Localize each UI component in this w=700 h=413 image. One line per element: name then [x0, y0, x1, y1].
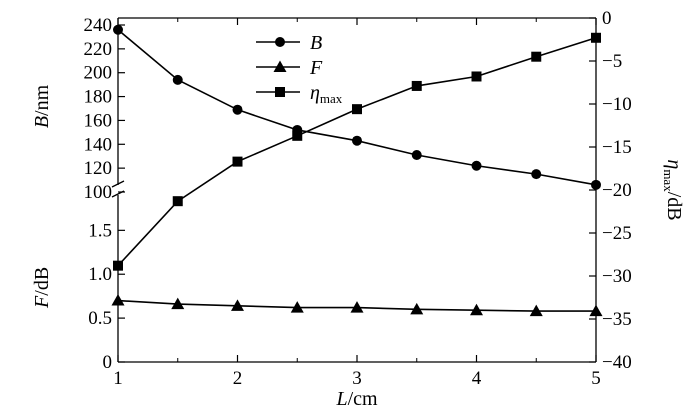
legend-entry-eta: ηmax: [256, 82, 343, 106]
data-point-b: [591, 179, 601, 190]
eta-axis-tick-label: −25: [602, 223, 632, 244]
data-point-eta: [591, 32, 601, 43]
legend-entry-b: B: [256, 32, 322, 54]
x-tick-label: 3: [352, 368, 362, 389]
data-point-eta: [471, 71, 482, 82]
data-point-b: [352, 135, 362, 146]
data-point-eta: [292, 130, 303, 141]
data-point-eta: [172, 196, 183, 207]
data-point-b: [172, 74, 183, 85]
eta-axis-tick-label: −35: [602, 309, 632, 330]
data-point-b: [471, 160, 482, 171]
eta-axis-tick-label: −5: [602, 51, 622, 72]
f-axis-tick-label: 0.5: [88, 308, 112, 329]
b-axis-tick-label: 200: [84, 63, 113, 84]
data-point-f: [529, 304, 543, 317]
series-group: [111, 24, 603, 317]
data-point-b: [232, 104, 243, 115]
eta-axis-tick-label: −30: [602, 266, 632, 287]
data-point-f: [589, 304, 603, 317]
data-point-b: [531, 169, 542, 180]
data-point-f: [171, 297, 185, 310]
data-point-b: [411, 150, 422, 161]
b-axis-tick-label: 240: [84, 15, 113, 36]
data-point-f: [231, 299, 244, 311]
x-axis-label: L/cm: [335, 388, 378, 410]
data-point-f: [111, 294, 125, 306]
b-axis-tick-label: 160: [84, 110, 113, 131]
f-axis-tick-label: 1.5: [88, 220, 112, 241]
f-axis-label: F/dB: [31, 267, 53, 309]
series-line-eta: [117, 37, 597, 267]
legend-label: ηmax: [310, 82, 343, 106]
b-axis-tick-label: 180: [84, 87, 113, 108]
b-axis-tick-label: 100: [84, 182, 113, 203]
f-axis-tick-label: 0: [103, 352, 113, 373]
eta-axis-tick-label: −15: [602, 137, 632, 158]
legend-entry-f: F: [256, 57, 323, 79]
eta-axis-tick-label: −20: [602, 180, 632, 201]
data-point-eta: [113, 260, 123, 271]
b-axis-tick-label: 120: [84, 158, 113, 179]
legend-marker: [273, 60, 287, 72]
data-point-eta: [232, 156, 243, 167]
legend-label: B: [310, 32, 322, 54]
legend-label: F: [309, 57, 323, 79]
eta-axis-tick-label: −10: [602, 94, 632, 115]
data-point-f: [290, 301, 304, 313]
x-tick-label: 1: [113, 368, 123, 389]
f-axis-tick-label: 1.0: [88, 264, 112, 285]
data-point-eta: [531, 51, 542, 62]
data-point-eta: [411, 80, 422, 91]
eta-axis-label: ηmax/dB: [661, 159, 685, 220]
series-f: [111, 294, 603, 317]
series-eta: [113, 32, 601, 271]
legend-marker: [275, 37, 285, 47]
b-axis-tick-label: 220: [84, 39, 113, 60]
series-b: [113, 24, 601, 190]
legend-marker: [275, 87, 285, 97]
data-point-b: [113, 24, 123, 35]
eta-axis-tick-label: 0: [602, 8, 612, 29]
data-point-eta: [352, 104, 362, 115]
x-tick-label: 4: [472, 368, 482, 389]
eta-axis-tick-label: −40: [602, 352, 632, 373]
data-point-f: [410, 302, 424, 315]
data-point-f: [470, 303, 483, 316]
b-axis-label: B/nm: [31, 84, 53, 128]
axis-labels: L/cm B/nm F/dB ηmax/dB: [31, 84, 685, 410]
x-tick-label: 5: [591, 368, 601, 389]
data-point-f: [350, 301, 364, 313]
axis-break-mark: [111, 180, 125, 188]
b-axis-tick-label: 140: [84, 134, 113, 155]
x-tick-label: 2: [233, 368, 243, 389]
